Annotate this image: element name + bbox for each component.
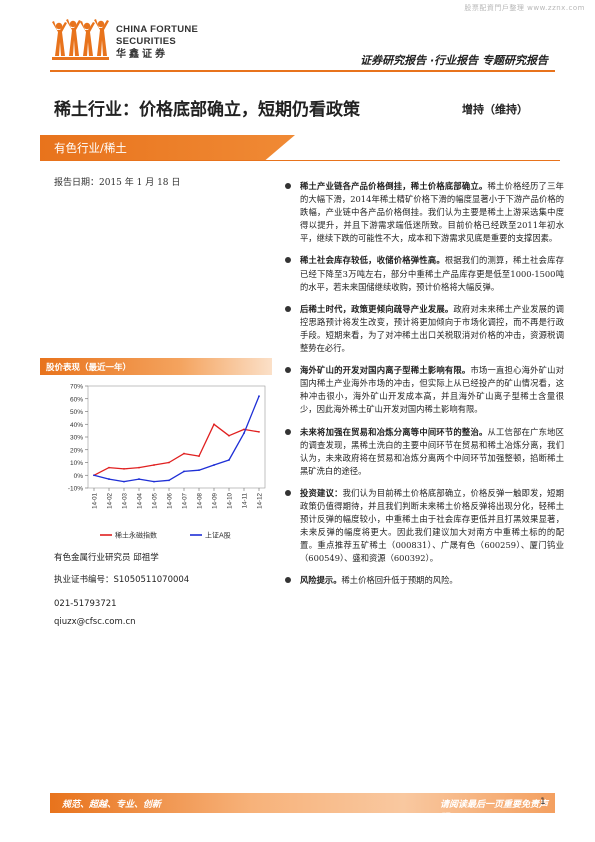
rating-badge: 增持（维持） bbox=[462, 103, 528, 116]
y-tick-label: 20% bbox=[70, 447, 83, 454]
header-divider bbox=[50, 70, 555, 72]
bullet-dot-icon bbox=[285, 428, 291, 435]
company-logo: CHINA FORTUNE SECURITIES 华鑫证券 bbox=[50, 16, 220, 64]
list-item: 稀土社会库存较低，收储价格弹性高。根据我们的测算，稀土社会库存已经下降至3万吨左… bbox=[284, 254, 564, 293]
legend-label: 稀土永磁指数 bbox=[115, 531, 157, 540]
data-point bbox=[183, 470, 185, 473]
footer-slogan: 规范、超越、专业、创新 bbox=[62, 800, 162, 810]
logo-name-cn: 华鑫证券 bbox=[116, 49, 168, 60]
legend-label: 上证A股 bbox=[205, 531, 231, 540]
watermark-text: 股票配資門戶整理 www.zznx.com bbox=[464, 4, 585, 12]
bullet-dot-icon bbox=[285, 183, 291, 189]
data-point bbox=[93, 474, 95, 477]
stock-performance-chart: 股价表现（最近一年） 70% 60% 50% 40% 30% 20% 10% 0% -10% 14… bbox=[40, 358, 272, 548]
data-point bbox=[258, 395, 260, 398]
data-point bbox=[108, 478, 110, 480]
data-point bbox=[243, 428, 245, 431]
footer-bar: 规范、超越、专业、创新 请阅读最后一页重要免责声明 bbox=[50, 793, 555, 823]
x-tick-label: 14-08 bbox=[197, 492, 204, 508]
data-point bbox=[198, 455, 200, 458]
x-tick-label: 14-01 bbox=[92, 492, 99, 508]
list-item: 稀土产业链各产品价格倒挂，稀土价格底部确立。稀土价格经历了三年的大幅下滑，201… bbox=[284, 180, 564, 245]
analyst-phone: 021-51793721 bbox=[54, 599, 117, 609]
y-tick-label: 60% bbox=[70, 396, 83, 403]
series-line-2 bbox=[93, 395, 260, 483]
x-tick-label: 14-09 bbox=[212, 492, 219, 508]
data-point bbox=[213, 423, 215, 426]
plot-frame bbox=[87, 385, 266, 489]
analyst-certificate: 执业证书编号：S1050511070004 bbox=[54, 575, 190, 585]
report-type-header: 证券研究报告 ·行业报告 专题研究报告 bbox=[360, 54, 548, 67]
industry-label: 有色行业/稀土 bbox=[54, 141, 127, 155]
data-point bbox=[183, 452, 185, 455]
data-point bbox=[123, 467, 125, 470]
summary-bullets: 稀土产业链各产品价格倒挂，稀土价格底部确立。稀土价格经历了三年的大幅下滑，201… bbox=[284, 180, 564, 588]
chart-canvas: 70% 60% 50% 40% 30% 20% 10% 0% -10% 14-01 14-02 14-… bbox=[68, 384, 266, 540]
data-point bbox=[168, 479, 170, 482]
data-point bbox=[108, 466, 110, 469]
y-tick-label: 70% bbox=[70, 384, 83, 391]
x-tick-label: 14-04 bbox=[137, 492, 144, 508]
y-tick-label: 10% bbox=[70, 460, 83, 467]
x-tick-label: 14-06 bbox=[167, 492, 174, 508]
y-tick-label: -10% bbox=[68, 486, 83, 493]
data-point bbox=[198, 469, 200, 472]
bullet-dot-icon bbox=[285, 367, 291, 374]
chart-heading-bar: 股价表现（最近一年） bbox=[40, 358, 272, 375]
list-item: 后稀土时代，政策更倾向疏导产业发展。政府对未来稀土产业发展的调控思路预计将发生改… bbox=[284, 303, 564, 355]
y-tick-label: 30% bbox=[70, 435, 83, 442]
analyst-email[interactable]: qiuzx@cfsc.com.cn bbox=[54, 617, 136, 627]
y-tick-label: 50% bbox=[70, 409, 83, 416]
data-point bbox=[168, 461, 170, 464]
page-number: 1 bbox=[540, 797, 546, 807]
data-point bbox=[228, 434, 230, 437]
x-tick-label: 14-05 bbox=[152, 492, 159, 508]
chart-title: 股价表现（最近一年） bbox=[46, 363, 132, 373]
data-point bbox=[213, 464, 215, 466]
logo-name-en: CHINA FORTUNE bbox=[116, 24, 199, 35]
bullet-dot-icon bbox=[285, 577, 291, 584]
x-tick-label: 14-07 bbox=[182, 492, 189, 508]
y-tick-label: 0% bbox=[74, 473, 84, 480]
list-item: 风险提示。稀土价格回升低于预期的风险。 bbox=[284, 574, 564, 587]
logo-name-en-2: SECURITIES bbox=[116, 36, 177, 47]
analyst-team: 有色金属行业研究员 邱祖学 bbox=[54, 553, 159, 563]
data-point bbox=[153, 480, 155, 483]
report-date: 报告日期：2015 年 1 月 18 日 bbox=[54, 178, 181, 188]
y-tick-label: 40% bbox=[70, 422, 83, 429]
bullet-dot-icon bbox=[285, 257, 291, 264]
x-tick-label: 14-03 bbox=[122, 492, 129, 508]
x-tick-label: 14-02 bbox=[107, 492, 114, 508]
data-point bbox=[228, 459, 230, 461]
data-point bbox=[258, 431, 260, 433]
footer-disclaimer[interactable]: 请阅读最后一页重要免责声明 bbox=[440, 800, 549, 823]
data-point bbox=[153, 464, 155, 466]
data-point bbox=[138, 478, 140, 480]
bullet-dot-icon bbox=[285, 305, 291, 312]
data-point bbox=[123, 480, 125, 483]
x-tick-label: 14-10 bbox=[227, 492, 234, 508]
logo-figures-icon bbox=[52, 19, 109, 60]
bullet-dot-icon bbox=[285, 489, 291, 496]
data-point bbox=[138, 466, 140, 469]
x-tick-label: 14-11 bbox=[242, 492, 249, 508]
industry-banner: 有色行业/稀土 bbox=[40, 135, 560, 161]
data-point bbox=[243, 432, 245, 435]
list-item: 投资建议：我们认为目前稀土价格底部确立，价格反弹一触即发，短期政策仍值得期待，并… bbox=[284, 487, 564, 566]
x-tick-label: 14-12 bbox=[257, 492, 264, 508]
series-line-1 bbox=[93, 423, 260, 476]
report-title: 稀土行业：价格底部确立，短期仍看政策 bbox=[54, 100, 360, 120]
list-item: 未来将加强在贸易和冶炼分离等中间环节的整治。从工信部在广东地区的调查发现，黑稀土… bbox=[284, 426, 564, 478]
list-item: 海外矿山的开发对国内离子型稀土影响有限。市场一直担心海外矿山对国内稀土产业海外市… bbox=[284, 364, 564, 416]
